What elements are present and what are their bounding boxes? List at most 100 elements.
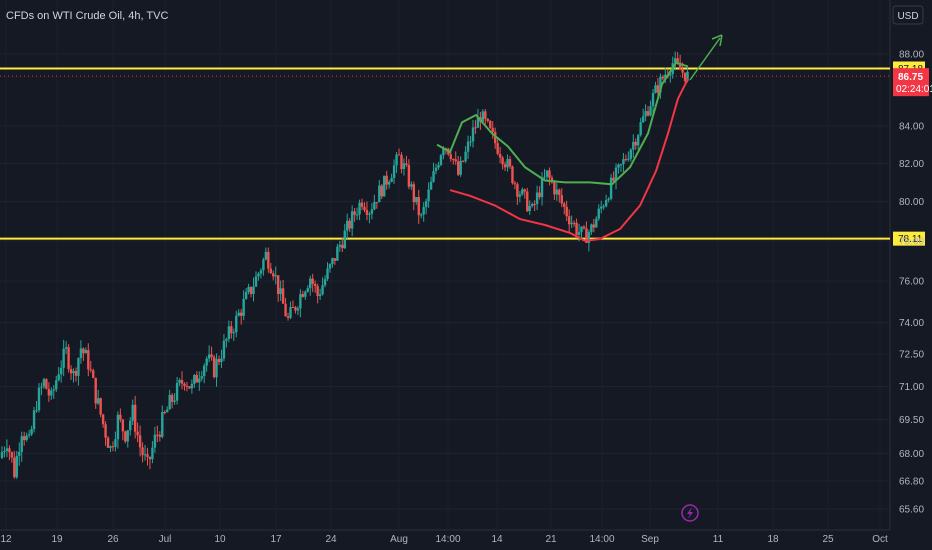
candle-body <box>612 177 615 181</box>
candle-body <box>567 216 571 225</box>
candle-body <box>493 132 497 144</box>
candle-body <box>380 185 383 197</box>
candle-body <box>644 111 647 117</box>
candle-body <box>244 292 248 299</box>
candle-body <box>572 222 576 224</box>
candle-body <box>148 456 152 460</box>
candle-body <box>309 278 312 289</box>
candle-body <box>50 390 53 396</box>
candle-body <box>190 383 194 389</box>
candle-body <box>215 359 218 378</box>
candle-body <box>523 189 526 192</box>
chart-title: CFDs on WTI Crude Oil, 4h, TVC <box>6 10 168 22</box>
candle-body <box>185 385 189 387</box>
candle-body <box>259 270 263 274</box>
y-tick-label: 66.80 <box>899 476 924 487</box>
candle-body <box>486 118 489 121</box>
candle-body <box>518 194 522 197</box>
x-tick-label: 14:00 <box>435 534 460 545</box>
candle-body <box>32 410 36 430</box>
candle-body <box>178 380 181 383</box>
trend-arrow[interactable] <box>689 34 723 81</box>
candle-body <box>121 419 125 432</box>
candle-body <box>604 200 608 207</box>
candle-body <box>74 370 78 376</box>
currency-button[interactable] <box>892 5 924 25</box>
candle-body <box>114 439 117 447</box>
candle-body <box>427 189 430 202</box>
flash-icon[interactable] <box>681 504 699 522</box>
candle-body <box>454 159 457 162</box>
time-axis[interactable]: 12 19 26 Jul 10 17 24 Aug 14:00 14 21 14:00 Sep 11 18 2… <box>0 534 888 545</box>
candle-body <box>328 264 332 269</box>
candle-body <box>346 220 349 231</box>
candle-body <box>503 164 507 168</box>
candle-body <box>289 307 292 318</box>
candle-body <box>153 434 157 448</box>
candle-body <box>272 273 275 277</box>
candle-body <box>217 359 221 362</box>
candle-body <box>649 106 652 116</box>
candle-body <box>89 369 92 371</box>
candle-body <box>513 183 517 185</box>
candle-body <box>405 163 408 165</box>
candle-body <box>318 294 322 297</box>
candle-body <box>37 387 41 411</box>
candle-body <box>343 230 346 249</box>
y-tick-label: 71.00 <box>899 382 924 393</box>
candle-body <box>397 154 401 156</box>
candle-body <box>607 198 610 201</box>
y-tick-label: 88.00 <box>899 50 924 61</box>
level-price-tag[interactable] <box>893 231 925 246</box>
candle-body <box>131 404 134 421</box>
x-tick-label: 10 <box>214 534 226 545</box>
candle-body <box>104 424 107 438</box>
candle-body <box>543 176 546 178</box>
upper-band-line <box>436 61 689 186</box>
last-price-tag[interactable] <box>893 68 929 97</box>
candle-body <box>109 446 112 448</box>
candle-body <box>659 76 662 93</box>
candle-body <box>363 206 366 211</box>
candle-body <box>79 348 83 359</box>
candle-body <box>674 58 677 64</box>
candle-body <box>141 447 144 456</box>
price-axis[interactable]: 88.00 84.00 82.00 80.00 78.00 76.00 74.00 72.50… <box>899 50 924 516</box>
candle-body <box>617 164 620 168</box>
candle-body <box>476 117 480 128</box>
candle-body <box>575 222 578 235</box>
candle-body <box>538 192 541 198</box>
candle-body <box>247 286 250 293</box>
candle-body <box>143 454 147 456</box>
candle-body <box>64 347 68 349</box>
candle-body <box>284 303 287 317</box>
candle-body <box>365 210 369 215</box>
candle-body <box>323 279 327 286</box>
candle-body <box>683 72 687 81</box>
trend-arrow-line[interactable] <box>689 37 721 81</box>
candle-body <box>92 370 95 378</box>
candle-body <box>553 182 556 195</box>
candle-body <box>676 58 679 63</box>
candle-body <box>459 160 462 175</box>
y-tick-label: 84.00 <box>899 122 924 133</box>
x-tick-label: 26 <box>107 534 119 545</box>
candle-body <box>506 159 509 168</box>
candle-body <box>383 175 386 197</box>
candle-body <box>627 158 630 160</box>
x-tick-label: 21 <box>545 534 557 545</box>
y-tick-label: 68.00 <box>899 449 924 460</box>
candle-body <box>175 382 179 401</box>
candle-body <box>669 74 672 76</box>
candle-body <box>42 379 46 387</box>
candle-body <box>461 160 465 162</box>
y-tick-label: 69.50 <box>899 415 924 426</box>
candle-body <box>563 203 566 207</box>
candle-body <box>422 207 425 215</box>
candle-body <box>516 184 519 197</box>
candle-body <box>338 244 342 247</box>
candle-body <box>424 201 428 208</box>
